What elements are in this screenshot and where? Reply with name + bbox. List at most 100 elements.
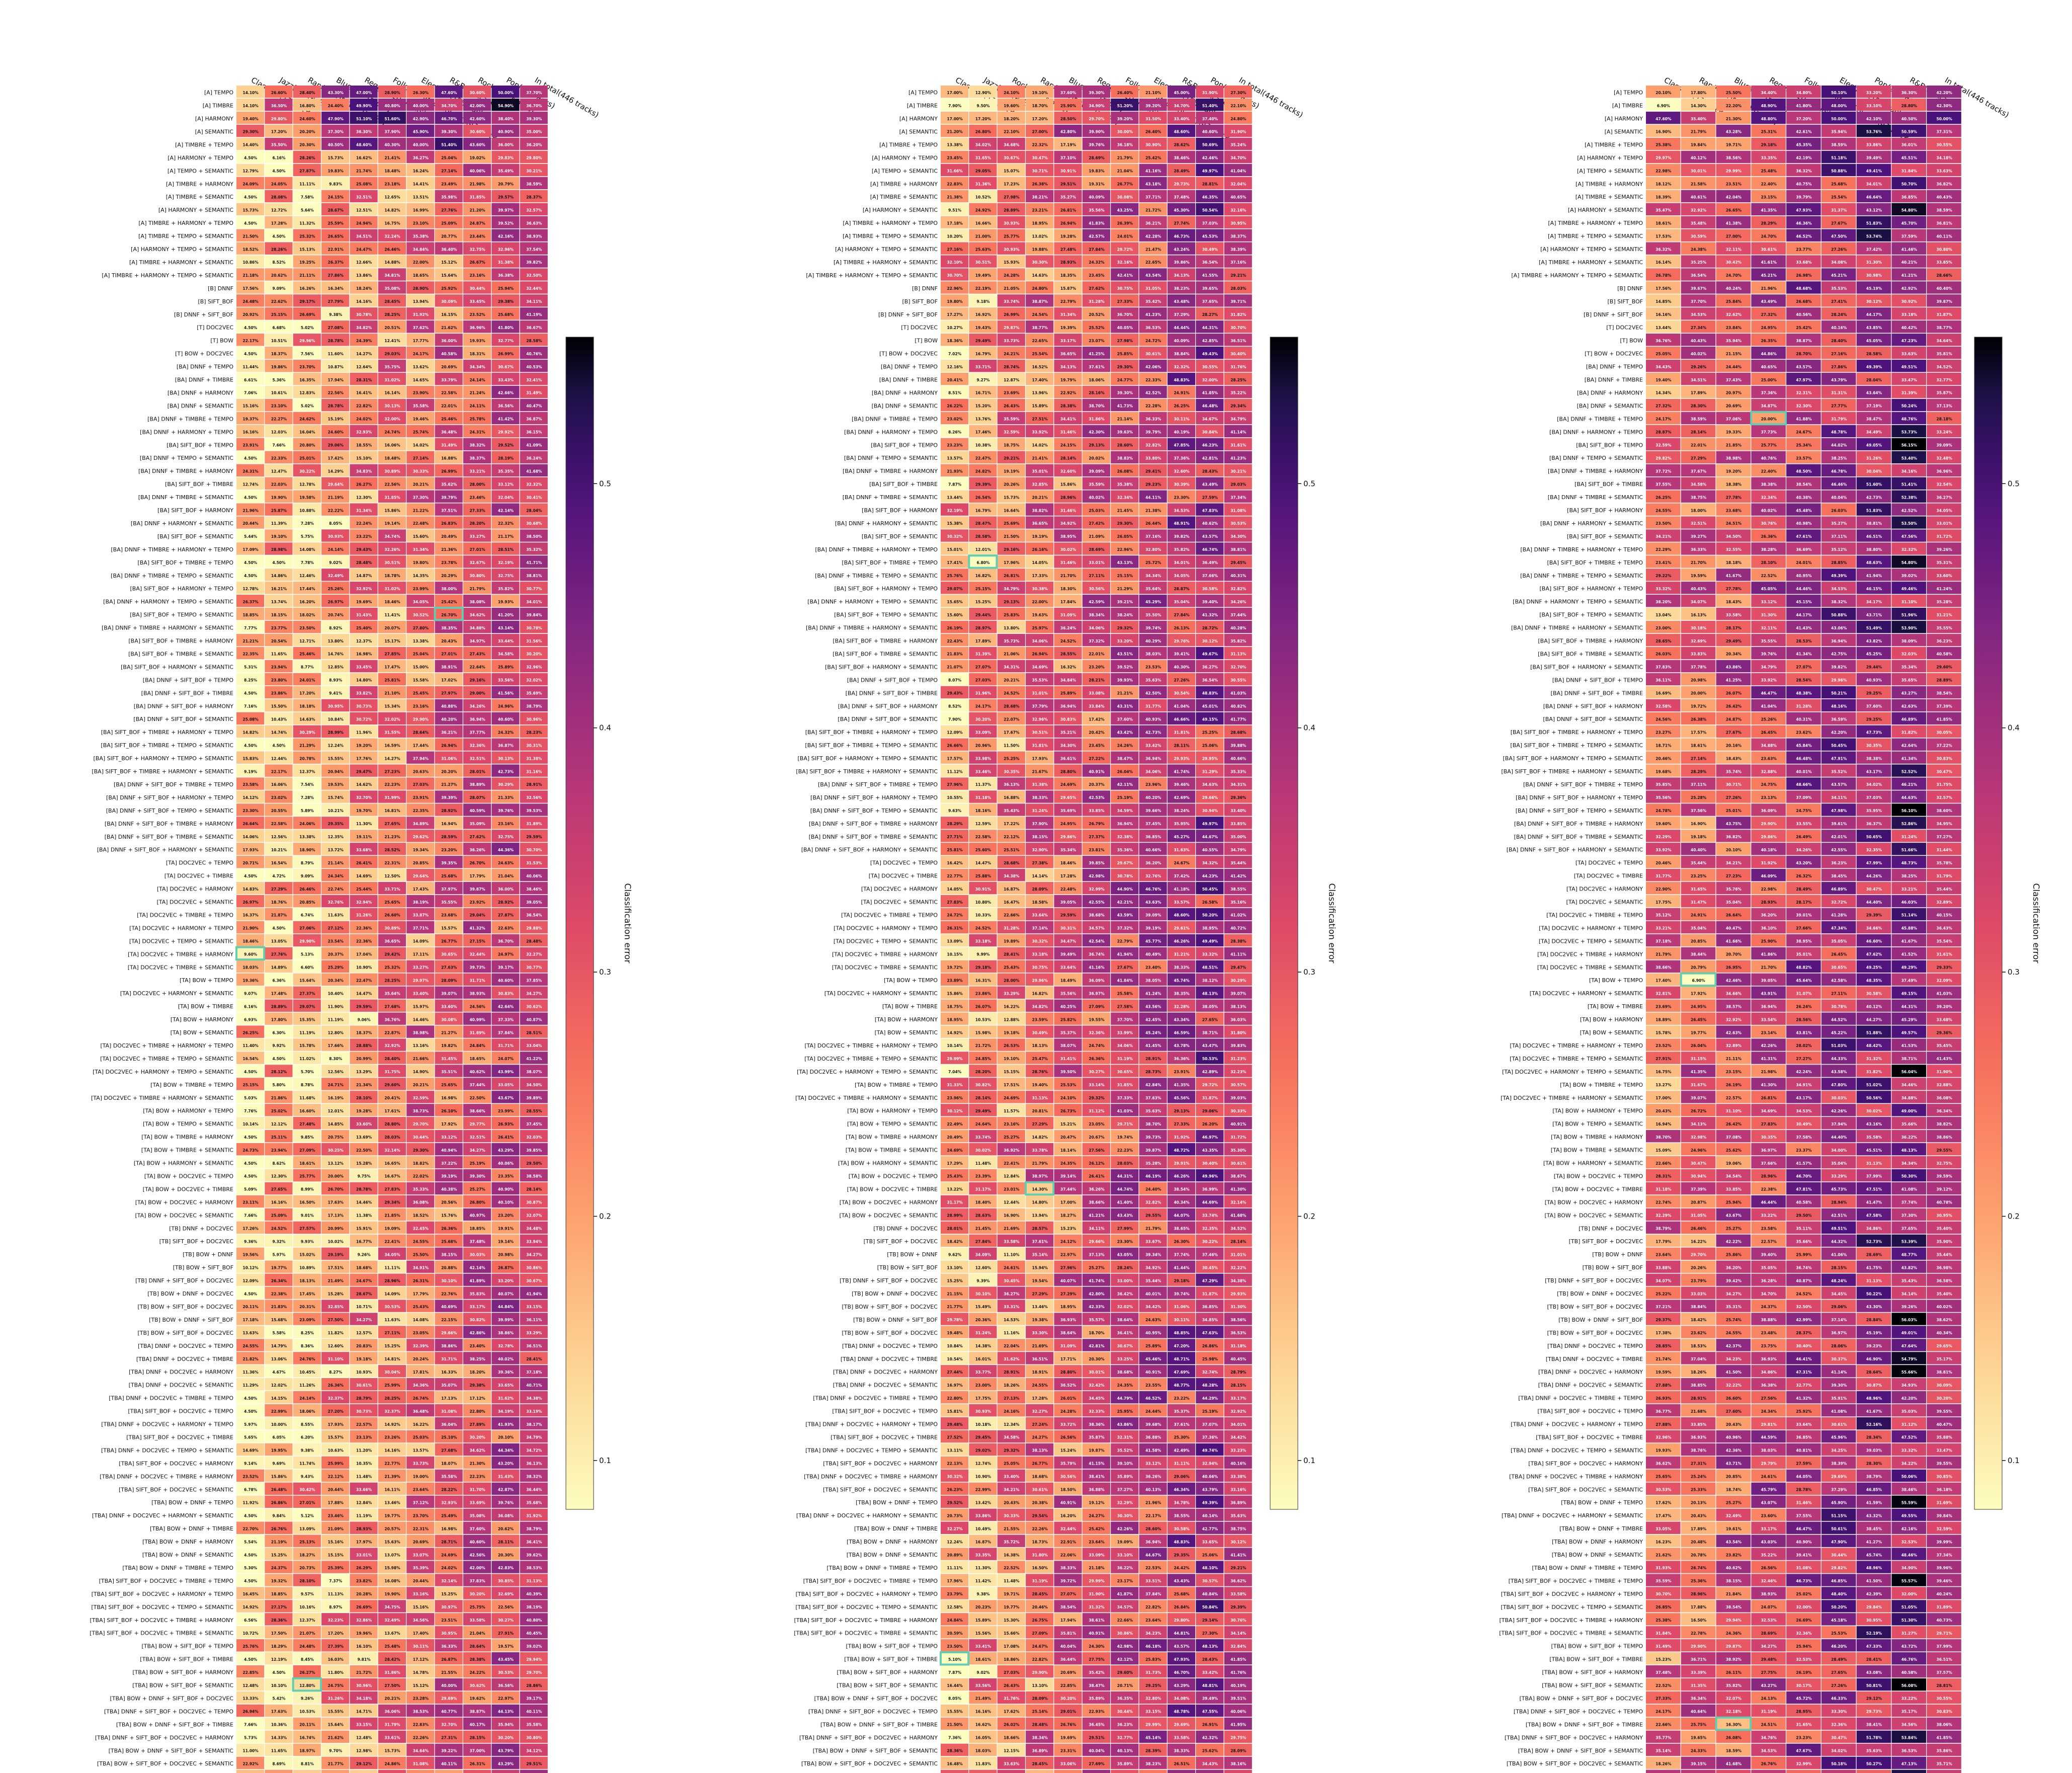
cell-value: 13.80% bbox=[328, 639, 344, 643]
cell-value: 41.45% bbox=[1145, 1043, 1162, 1048]
cell-value: 33.60% bbox=[356, 1122, 372, 1126]
cell-value: 46.35% bbox=[1202, 195, 1218, 199]
cell-value: 28.20% bbox=[975, 1070, 991, 1074]
cell-value: 25.47% bbox=[1032, 1057, 1048, 1061]
cell-value: 17.47% bbox=[384, 665, 400, 670]
cell-value: 26.46% bbox=[299, 887, 315, 892]
cell-value: 20.02% bbox=[1089, 456, 1105, 460]
cell-value: 34.05% bbox=[413, 600, 429, 604]
cell-value: 12.44% bbox=[271, 756, 287, 761]
cell-value: 21.83% bbox=[947, 652, 963, 657]
cell-value: 44.34% bbox=[498, 1448, 514, 1453]
cell-value: 19.40% bbox=[1032, 1083, 1048, 1087]
cell-value: 21.72% bbox=[1145, 208, 1162, 212]
cell-value: 33.71% bbox=[384, 887, 400, 892]
cell-value: 37.12% bbox=[413, 1500, 429, 1505]
cell-value: 43.18% bbox=[1145, 182, 1162, 187]
cell-value: 24.31% bbox=[243, 469, 259, 473]
cell-value: 51.40% bbox=[441, 143, 457, 147]
cell-value: 22.01% bbox=[441, 404, 457, 409]
cell-value: 32.76% bbox=[1145, 874, 1162, 878]
cell-value: 13.46% bbox=[384, 1500, 400, 1505]
cell-value: 25.78% bbox=[469, 417, 485, 422]
cell-value: 22.19% bbox=[975, 286, 991, 291]
heatmap-cell bbox=[463, 359, 491, 372]
cell-value: 40.06% bbox=[498, 1161, 514, 1166]
cell-value: 35.58% bbox=[441, 1475, 457, 1479]
cell-value: 7.66% bbox=[273, 443, 286, 448]
cell-value: 42.55% bbox=[1089, 900, 1105, 905]
cell-value: 19.55% bbox=[1089, 1017, 1105, 1022]
cell-value: 26.97% bbox=[243, 900, 259, 905]
cell-value: 26.04% bbox=[1117, 769, 1133, 774]
cell-value: 24.40% bbox=[328, 104, 344, 108]
cell-value: 22.23% bbox=[1117, 1148, 1133, 1153]
cell-value: 14.09% bbox=[413, 939, 429, 944]
cell-value: 32.75% bbox=[498, 835, 514, 839]
cell-value: 11.19% bbox=[328, 1017, 344, 1022]
cell-value: 4.50% bbox=[244, 1070, 258, 1074]
row-label: [A] TIMBRE + HARMONY + TEMPO + SEMANTIC bbox=[806, 272, 938, 279]
cell-value: 8.30% bbox=[329, 1057, 343, 1061]
cell-value: 21.11% bbox=[299, 273, 315, 278]
cell-value: 35.24% bbox=[1230, 143, 1247, 147]
cell-value: 22.12% bbox=[328, 1475, 344, 1479]
heatmap-cell bbox=[350, 372, 378, 385]
cell-value: 39.30% bbox=[1117, 391, 1133, 395]
cell-value: 23.44% bbox=[469, 234, 485, 238]
cell-value: 24.06% bbox=[299, 822, 315, 826]
cell-value: 38.15% bbox=[1032, 835, 1048, 839]
cell-value: 15.86% bbox=[947, 991, 963, 996]
heatmap-cell bbox=[463, 281, 491, 294]
cell-value: 29.59% bbox=[356, 1004, 372, 1009]
cell-value: 9.36% bbox=[244, 1239, 258, 1244]
cell-value: 14.02% bbox=[1032, 443, 1048, 448]
cell-value: 34.75% bbox=[384, 1605, 400, 1609]
cell-value: 40.06% bbox=[526, 874, 542, 878]
cell-value: 23.16% bbox=[498, 822, 514, 826]
cell-value: 19.96% bbox=[356, 1631, 372, 1636]
cell-value: 22.56% bbox=[498, 1605, 514, 1609]
cell-value: 34.79% bbox=[1230, 848, 1247, 852]
cell-value: 20.07% bbox=[384, 626, 400, 630]
cell-value: 8.81% bbox=[301, 1761, 314, 1766]
cell-value: 20.62% bbox=[271, 273, 287, 278]
cell-value: 39.82% bbox=[1174, 534, 1190, 539]
cell-value: 37.71% bbox=[1145, 195, 1162, 199]
heatmap-cell bbox=[265, 1769, 293, 1773]
cell-value: 27.58% bbox=[1117, 1004, 1133, 1009]
cell-value: 28.71% bbox=[441, 1540, 457, 1544]
cell-value: 44.36% bbox=[498, 848, 514, 852]
cell-value: 38.23% bbox=[1174, 286, 1190, 291]
row-label: [TBA] SIFT_BOF + DOC2VEC + HARMONY + TEM… bbox=[92, 1591, 234, 1597]
heatmap-cell bbox=[463, 86, 491, 98]
cell-value: 11.65% bbox=[271, 652, 287, 657]
cell-value: 39.20% bbox=[1117, 117, 1133, 121]
cell-value: 31.55% bbox=[384, 730, 400, 735]
cell-value: 41.83% bbox=[1089, 221, 1105, 225]
cell-value: 22.48% bbox=[413, 521, 429, 526]
cell-value: 17.18% bbox=[243, 1318, 259, 1322]
cell-value: 16.20% bbox=[299, 600, 315, 604]
cell-value: 30.61% bbox=[1230, 1161, 1247, 1166]
cell-value: 32.50% bbox=[526, 273, 542, 278]
cell-value: 41.09% bbox=[526, 443, 542, 448]
cell-value: 24.48% bbox=[299, 1644, 315, 1649]
heatmap-cell bbox=[265, 359, 293, 372]
cell-value: 21.20% bbox=[947, 130, 963, 134]
cell-value: 30.78% bbox=[356, 312, 372, 317]
cell-value: 21.23% bbox=[384, 835, 400, 839]
row-label: [BA] DNNF + SIFT_BOF + HARMONY + SEMANTI… bbox=[801, 847, 938, 853]
cell-value: 29.57% bbox=[498, 195, 514, 199]
cell-value: 34.59% bbox=[1117, 809, 1133, 813]
heatmap-cell bbox=[236, 347, 265, 359]
heatmap-cell bbox=[265, 150, 293, 164]
cell-value: 40.00% bbox=[413, 104, 429, 108]
cell-value: 32.96% bbox=[498, 247, 514, 252]
cell-value: 29.76% bbox=[1174, 639, 1190, 643]
cell-value: 30.25% bbox=[328, 1148, 344, 1153]
cell-value: 51.20% bbox=[1117, 104, 1133, 108]
cell-value: 34.41% bbox=[1060, 417, 1076, 422]
cell-value: 24.63% bbox=[498, 861, 514, 865]
cell-value: 27.29% bbox=[271, 887, 287, 892]
